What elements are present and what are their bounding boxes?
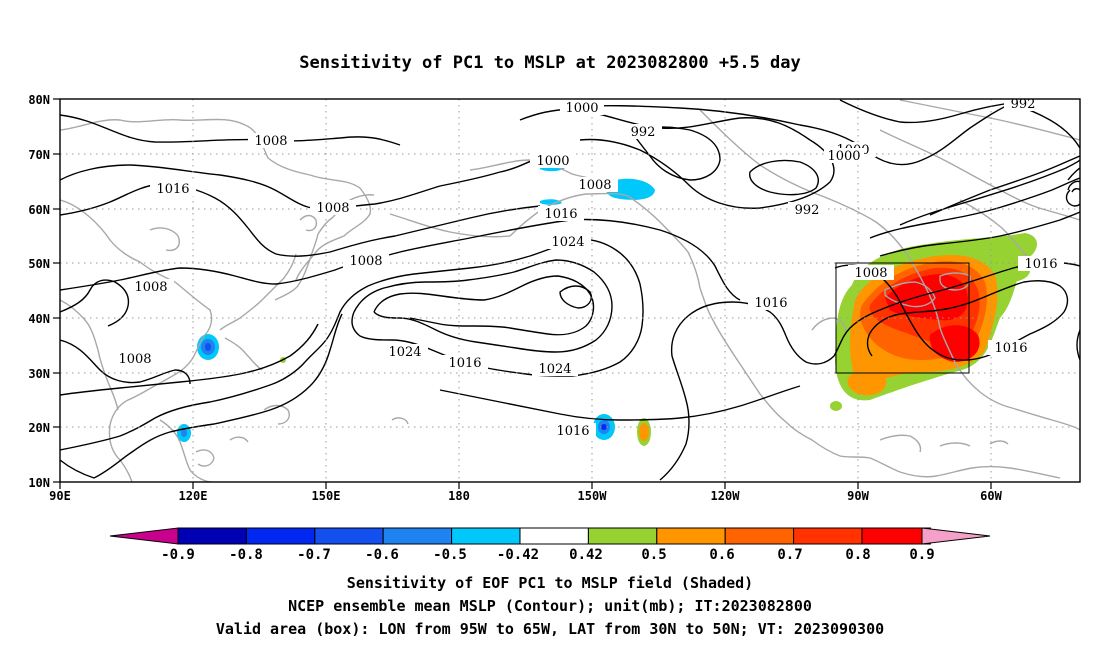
caption-line-2: NCEP ensemble mean MSLP (Contour); unit(… [288,597,812,615]
contour-labels: 1000 992 1008 1000 1000 1016 1008 992 10… [112,97,1064,439]
contour-label: 1008 [134,280,167,295]
lon-tick-label: 150E [312,489,341,503]
colorbar-label: 0.42 [569,547,603,563]
contour-label: 1016 [544,207,577,222]
colorbar-swatch [793,527,863,545]
colorbar-label: 0.9 [909,547,934,563]
colorbar-label: -0.5 [433,547,467,563]
contour-label: 1008 [578,178,611,193]
contour-label: 1008 [254,134,287,149]
colorbar-swatch [382,527,453,545]
colorbar-labels: -0.9 -0.8 -0.7 -0.6 -0.5 -0.42 0.42 0.5 … [161,547,935,563]
colorbar-label: -0.7 [297,547,331,563]
positive-sensitivity-region [280,233,1038,446]
contour-label: 1000 [565,101,598,116]
lon-tick-label: 150W [578,489,608,503]
contour-label: 1008 [349,254,382,269]
lat-tick-label: 70N [28,148,50,162]
colorbar-swatch [451,527,521,545]
colorbar-swatch [861,527,931,545]
latitude-labels: 80N 70N 60N 50N 40N 30N 20N 10N [28,93,50,490]
lon-tick-label: 90W [847,489,869,503]
contour-label: 1016 [156,182,189,197]
lat-tick-label: 10N [28,476,50,490]
caption-line-1: Sensitivity of EOF PC1 to MSLP field (Sh… [347,574,753,592]
colorbar-label: 0.7 [777,547,802,563]
colorbar-swatch [724,527,795,545]
contour-label: 1016 [1024,257,1057,272]
lat-tick-label: 20N [28,421,50,435]
lat-tick-label: 80N [28,93,50,107]
colorbar-high-extension [921,527,991,545]
contour-label: 1016 [448,356,481,371]
contour-label: 992 [1011,97,1036,112]
lat-tick-label: 40N [28,312,50,326]
colorbar: -0.9 -0.8 -0.7 -0.6 -0.5 -0.42 0.42 0.5 … [109,527,991,563]
contour-label: 1024 [388,345,421,360]
contour-label: 1016 [556,424,589,439]
contour-label: 1016 [754,296,787,311]
contour-label: 1000 [536,154,569,169]
contour-label: 1008 [316,201,349,216]
contour-label: 992 [795,203,820,218]
lat-tick-label: 60N [28,203,50,217]
contour-label: 1024 [538,362,571,377]
lat-tick-label: 50N [28,257,50,271]
lon-tick-label: 180 [448,489,470,503]
colorbar-label: -0.8 [229,547,263,563]
colorbar-low-extension [109,527,179,545]
colorbar-swatch [519,527,589,545]
map-panel: 1000 992 1008 1000 1000 1016 1008 992 10… [28,93,1081,503]
lon-tick-label: 120W [711,489,741,503]
longitude-labels: 90E 120E 150E 180 150W 120W 90W 60W [49,489,1002,503]
colorbar-label: 0.8 [845,547,870,563]
colorbar-label: 0.5 [641,547,666,563]
contour-label: 1024 [551,235,584,250]
colorbar-swatch [177,527,247,545]
lon-tick-label: 90E [49,489,71,503]
lon-tick-label: 60W [980,489,1002,503]
colorbar-swatch [656,527,726,545]
sensitivity-shading [177,164,1038,446]
caption-line-3: Valid area (box): LON from 95W to 65W, L… [216,620,884,638]
colorbar-swatch [314,527,384,545]
contour-label: 992 [631,125,656,140]
colorbar-label: -0.42 [497,547,539,563]
lat-tick-label: 30N [28,367,50,381]
contour-label: 1008 [118,352,151,367]
contour-label: 1000 [827,149,860,164]
contour-label: 1016 [994,341,1027,356]
map-frame [59,98,1081,483]
figure-title: Sensitivity of PC1 to MSLP at 2023082800… [299,53,801,73]
colorbar-swatches [177,527,931,545]
contour-label: 1008 [854,266,887,281]
valid-area-box [835,262,970,374]
axis-tick-marks [53,98,992,489]
colorbar-swatch [587,527,658,545]
colorbar-label: 0.6 [709,547,734,563]
colorbar-label: -0.6 [365,547,399,563]
colorbar-swatch [245,527,316,545]
colorbar-label: -0.9 [161,547,195,563]
mslp-contours [60,99,1080,481]
lon-tick-label: 120E [179,489,208,503]
